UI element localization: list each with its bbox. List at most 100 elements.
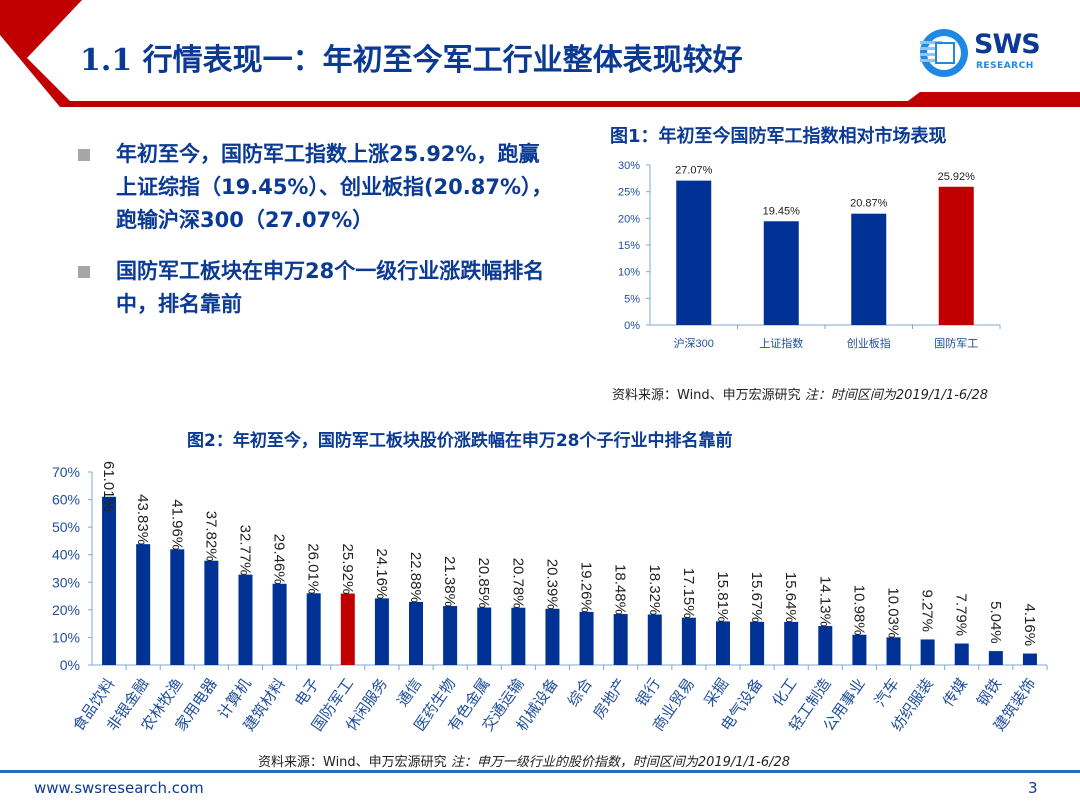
data-label: 7.79% [953,594,970,637]
page-title: 1.1 行情表现一：年初至今军工行业整体表现较好 [80,43,743,78]
data-label: 9.27% [919,589,936,632]
x-tick-label: 上证指数 [759,336,803,350]
y-tick-label: 5% [624,293,640,305]
figure1-title: 图1：年初至今国防军工指数相对市场表现 [610,126,947,147]
logo-text: SWS [974,29,1041,60]
bar [238,574,253,665]
y-tick-label: 60% [52,492,80,508]
bullet-text: 年初至今，国防军工指数上涨25.92%，跑赢上证综指（19.45%）、创业板指(… [116,142,553,232]
bar [988,651,1003,665]
data-label: 18.48% [612,564,629,615]
bar [136,544,151,665]
bar [613,614,628,665]
figure1-chart: 0% 5% 10% 15% 20% 25% 30% 27.07% 沪深300 19.45% 上证指数… [618,160,1001,350]
x-tick-label: 钢铁 [974,676,1005,710]
bar [852,634,867,665]
x-tick-label: 传媒 [940,676,971,710]
header-decoration [0,0,1080,107]
bar [920,639,935,665]
data-label: 43.83% [134,494,151,545]
data-label: 4.16% [1021,604,1038,647]
bar [443,606,458,665]
data-label: 20.85% [475,558,492,609]
data-label: 20.39% [543,559,560,610]
bar [647,614,662,665]
y-tick-label: 25% [618,187,640,199]
figure1-note: 注：时间区间为2019/1/1-6/28 [804,388,989,403]
data-label: 32.77% [236,525,253,576]
data-label: 19.26% [578,562,595,613]
page-number: 3 [1028,779,1038,797]
bar [170,549,185,665]
data-label: 14.13% [816,576,833,627]
bullet-square-icon [78,266,90,278]
bullet-square-icon [78,149,90,161]
bullet-list: 年初至今，国防军工指数上涨25.92%，跑赢上证综指（19.45%）、创业板指(… [78,138,578,339]
data-label: 37.82% [202,511,219,562]
y-tick-label: 30% [52,574,80,590]
header-red-band [905,92,1080,107]
bullet-text: 国防军工板块在申万28个一级行业涨跌幅排名中，排名靠前 [116,259,545,316]
bar [579,611,594,665]
bullet-item: 年初至今，国防军工指数上涨25.92%，跑赢上证综指（19.45%）、创业板指(… [78,138,578,237]
data-label: 20.87% [850,198,888,210]
figure2-source: 资料来源：Wind、申万宏源研究 注：申万一级行业的股价指数，时间区间为2019… [258,751,790,770]
data-label: 29.46% [271,534,288,585]
data-label: 19.45% [763,205,801,217]
data-label: 15.81% [714,571,731,622]
footer-divider [0,770,1080,773]
y-tick-label: 30% [618,160,640,172]
x-tick-label: 采掘 [701,676,732,710]
data-label: 41.96% [168,499,185,550]
data-label: 25.92% [339,544,356,595]
x-tick-label: 通信 [394,676,425,710]
data-label: 24.16% [373,548,390,599]
data-label: 25.92% [938,171,976,183]
sws-logo: SWS RESEARCH [918,28,1068,78]
bar [545,608,560,665]
bar [204,560,219,665]
figure1-source: 资料来源：Wind、申万宏源研究 注：时间区间为2019/1/1-6/28 [612,384,988,403]
data-label: 10.03% [885,587,902,638]
data-label: 17.15% [680,568,697,619]
data-label: 26.01% [305,543,322,594]
y-tick-label: 20% [52,602,80,618]
bar [954,643,969,665]
bar [102,496,117,665]
data-label: 21.38% [441,556,458,607]
data-label: 5.04% [987,601,1004,644]
logo-subtext: RESEARCH [976,61,1034,71]
bar [784,621,799,665]
y-tick-label: 15% [618,240,640,252]
y-tick-label: 10% [618,267,640,279]
data-label: 27.07% [675,165,713,177]
y-tick-label: 70% [52,464,80,480]
y-tick-label: 20% [618,213,640,225]
bar [676,180,712,325]
x-tick-label: 银行 [633,676,664,710]
y-tick-label: 50% [52,519,80,535]
figure2-title: 图2：年初至今，国防军工板块股价涨跌幅在申万28个子行业中排名靠前 [187,431,733,451]
bar [851,213,887,325]
bar [818,626,833,665]
bar [272,583,287,665]
x-tick-label: 汽车 [872,676,903,710]
bar [340,593,355,665]
x-tick-label: 电子 [292,676,323,710]
x-tick-label: 化工 [769,676,800,710]
figure2-source-text: 资料来源：Wind、申万宏源研究 [258,755,447,770]
bar [477,607,492,665]
bar [681,617,696,665]
footer-url[interactable]: www.swsresearch.com [34,779,204,797]
data-label: 15.64% [782,572,799,623]
bar [374,598,389,665]
x-tick-label: 创业板指 [847,336,891,350]
x-tick-label: 综合 [565,676,596,710]
bullet-item: 国防军工板块在申万28个一级行业涨跌幅排名中，排名靠前 [78,255,578,321]
bar [306,593,321,665]
y-tick-label: 10% [52,629,80,645]
x-tick-label: 房地产 [590,676,630,723]
bar [886,637,901,665]
data-label: 10.98% [850,585,867,636]
x-tick-label: 国防军工 [934,336,978,350]
